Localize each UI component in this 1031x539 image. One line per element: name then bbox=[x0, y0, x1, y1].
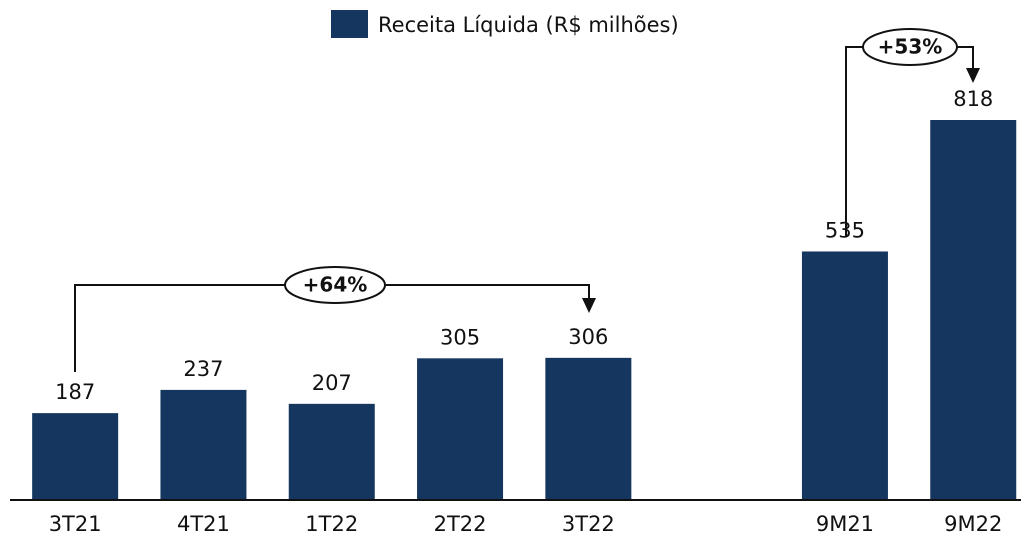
value-label: 305 bbox=[440, 325, 480, 349]
annotation-bubble bbox=[284, 266, 386, 304]
legend-label: Receita Líquida (R$ milhões) bbox=[378, 13, 679, 37]
bar bbox=[160, 389, 247, 500]
x-tick-label: 9M22 bbox=[944, 512, 1002, 536]
value-label: 535 bbox=[825, 218, 865, 242]
x-tick-label: 2T22 bbox=[434, 512, 487, 536]
bar bbox=[545, 357, 632, 500]
value-label: 187 bbox=[55, 380, 95, 404]
x-tick-label: 3T21 bbox=[49, 512, 102, 536]
legend-swatch bbox=[331, 10, 368, 38]
x-tick-label: 4T21 bbox=[177, 512, 230, 536]
x-tick-label: 9M21 bbox=[816, 512, 874, 536]
x-tick-label: 1T22 bbox=[305, 512, 358, 536]
bar bbox=[288, 403, 375, 500]
arrow-head bbox=[966, 68, 980, 83]
arrow-head bbox=[582, 298, 596, 313]
bar bbox=[801, 251, 888, 500]
annotation-bubble bbox=[862, 28, 958, 66]
value-label: 237 bbox=[183, 357, 223, 381]
x-tick-label: 3T22 bbox=[562, 512, 615, 536]
value-label: 818 bbox=[953, 87, 993, 111]
bar bbox=[32, 413, 119, 500]
bar bbox=[417, 358, 504, 500]
annotation: +53% bbox=[878, 35, 943, 59]
bar bbox=[930, 120, 1017, 500]
annotation: +64% bbox=[303, 273, 368, 297]
value-label: 207 bbox=[312, 371, 352, 395]
value-label: 306 bbox=[568, 325, 608, 349]
